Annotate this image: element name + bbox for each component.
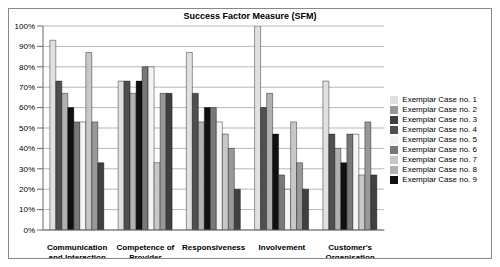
svg-text:Customer'sOrganisation: Customer'sOrganisation [325,243,374,258]
html-text:Exemplar Case no. 4: Exemplar Case no. 4 [402,125,477,134]
html-text:Exemplar Case no. 8: Exemplar Case no. 8 [402,165,477,174]
svg-text:30%: 30% [19,165,35,174]
svg-text:100%: 100% [15,22,35,31]
html-text:Success Factor Measure (SFM): Success Factor Measure (SFM) [183,11,317,21]
svg-text:Responsiveness: Responsiveness [182,243,246,252]
svg-text:60%: 60% [19,103,35,112]
svg-text:0%: 0% [23,226,35,235]
html-text:Exemplar Case no. 5: Exemplar Case no. 5 [402,135,477,144]
html-text:Exemplar Case no. 7: Exemplar Case no. 7 [402,155,477,164]
html-text:Exemplar Case no. 6: Exemplar Case no. 6 [402,145,477,154]
html-text:Exemplar Case no. 3: Exemplar Case no. 3 [402,115,477,124]
html-text:Exemplar Case no. 9: Exemplar Case no. 9 [402,175,477,184]
svg-text:70%: 70% [19,83,35,92]
svg-text:90%: 90% [19,42,35,51]
svg-text:80%: 80% [19,63,35,72]
html-text:Exemplar Case no. 1: Exemplar Case no. 1 [402,95,477,104]
html-text:Exemplar Case no. 2: Exemplar Case no. 2 [402,105,477,114]
svg-text:20%: 20% [19,185,35,194]
svg-text:Involvement: Involvement [259,243,306,252]
svg-text:Competence ofProvider: Competence ofProvider [116,243,174,258]
svg-text:40%: 40% [19,144,35,153]
svg-text:50%: 50% [19,124,35,133]
svg-text:Communicationand Interaction: Communicationand Interaction [47,243,108,258]
svg-text:10%: 10% [19,205,35,214]
